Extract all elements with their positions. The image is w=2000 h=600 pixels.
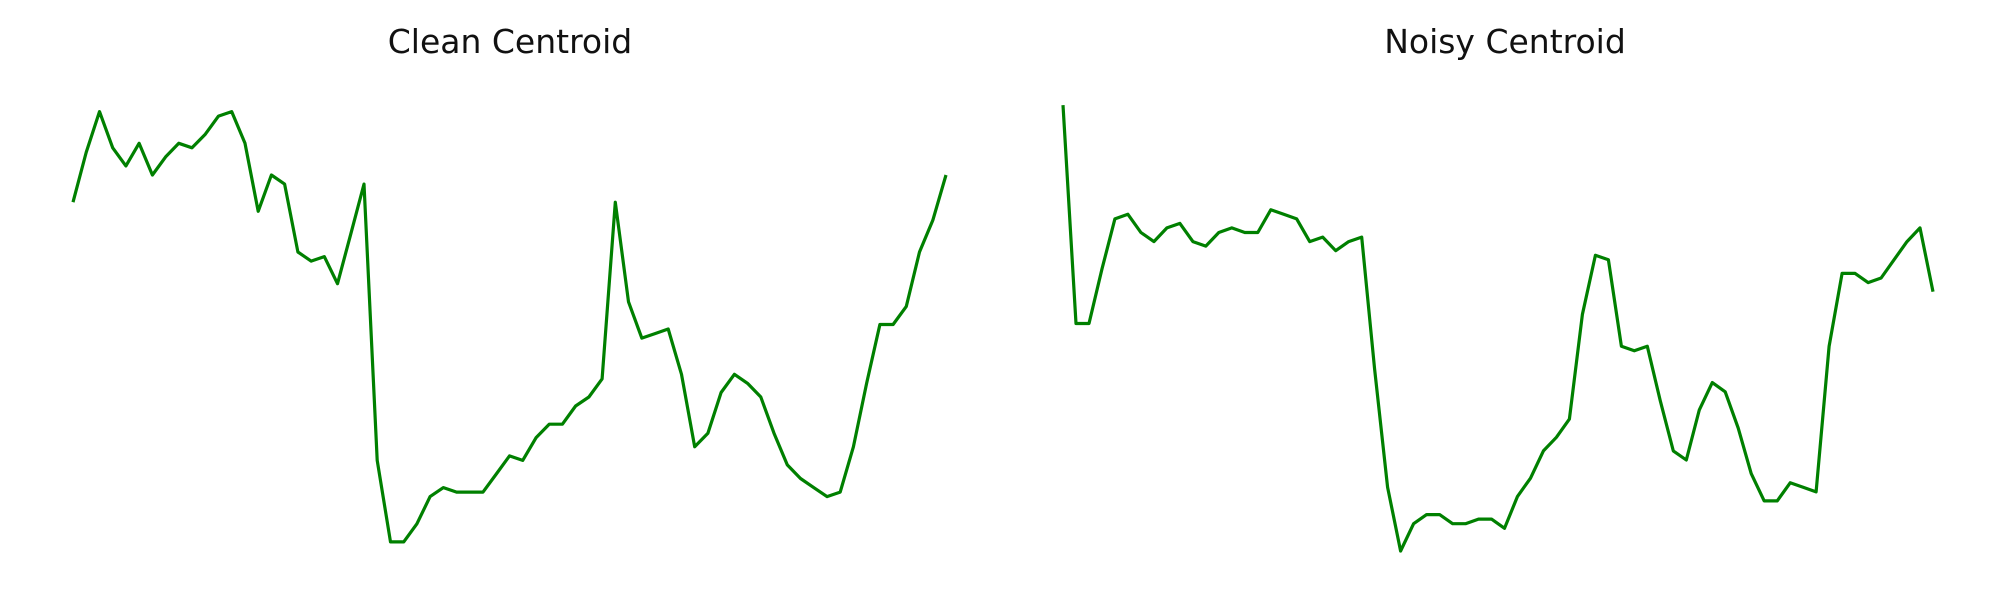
noisy-centroid-title: Noisy Centroid <box>1384 22 1626 61</box>
clean-centroid-title: Clean Centroid <box>387 22 633 61</box>
noisy-centroid-panel: Noisy Centroid <box>1000 0 2000 600</box>
noisy-centroid-series-line <box>1061 105 1935 553</box>
clean-centroid-panel: Clean Centroid <box>388 22 633 61</box>
clean-centroid-series-line <box>71 109 948 544</box>
